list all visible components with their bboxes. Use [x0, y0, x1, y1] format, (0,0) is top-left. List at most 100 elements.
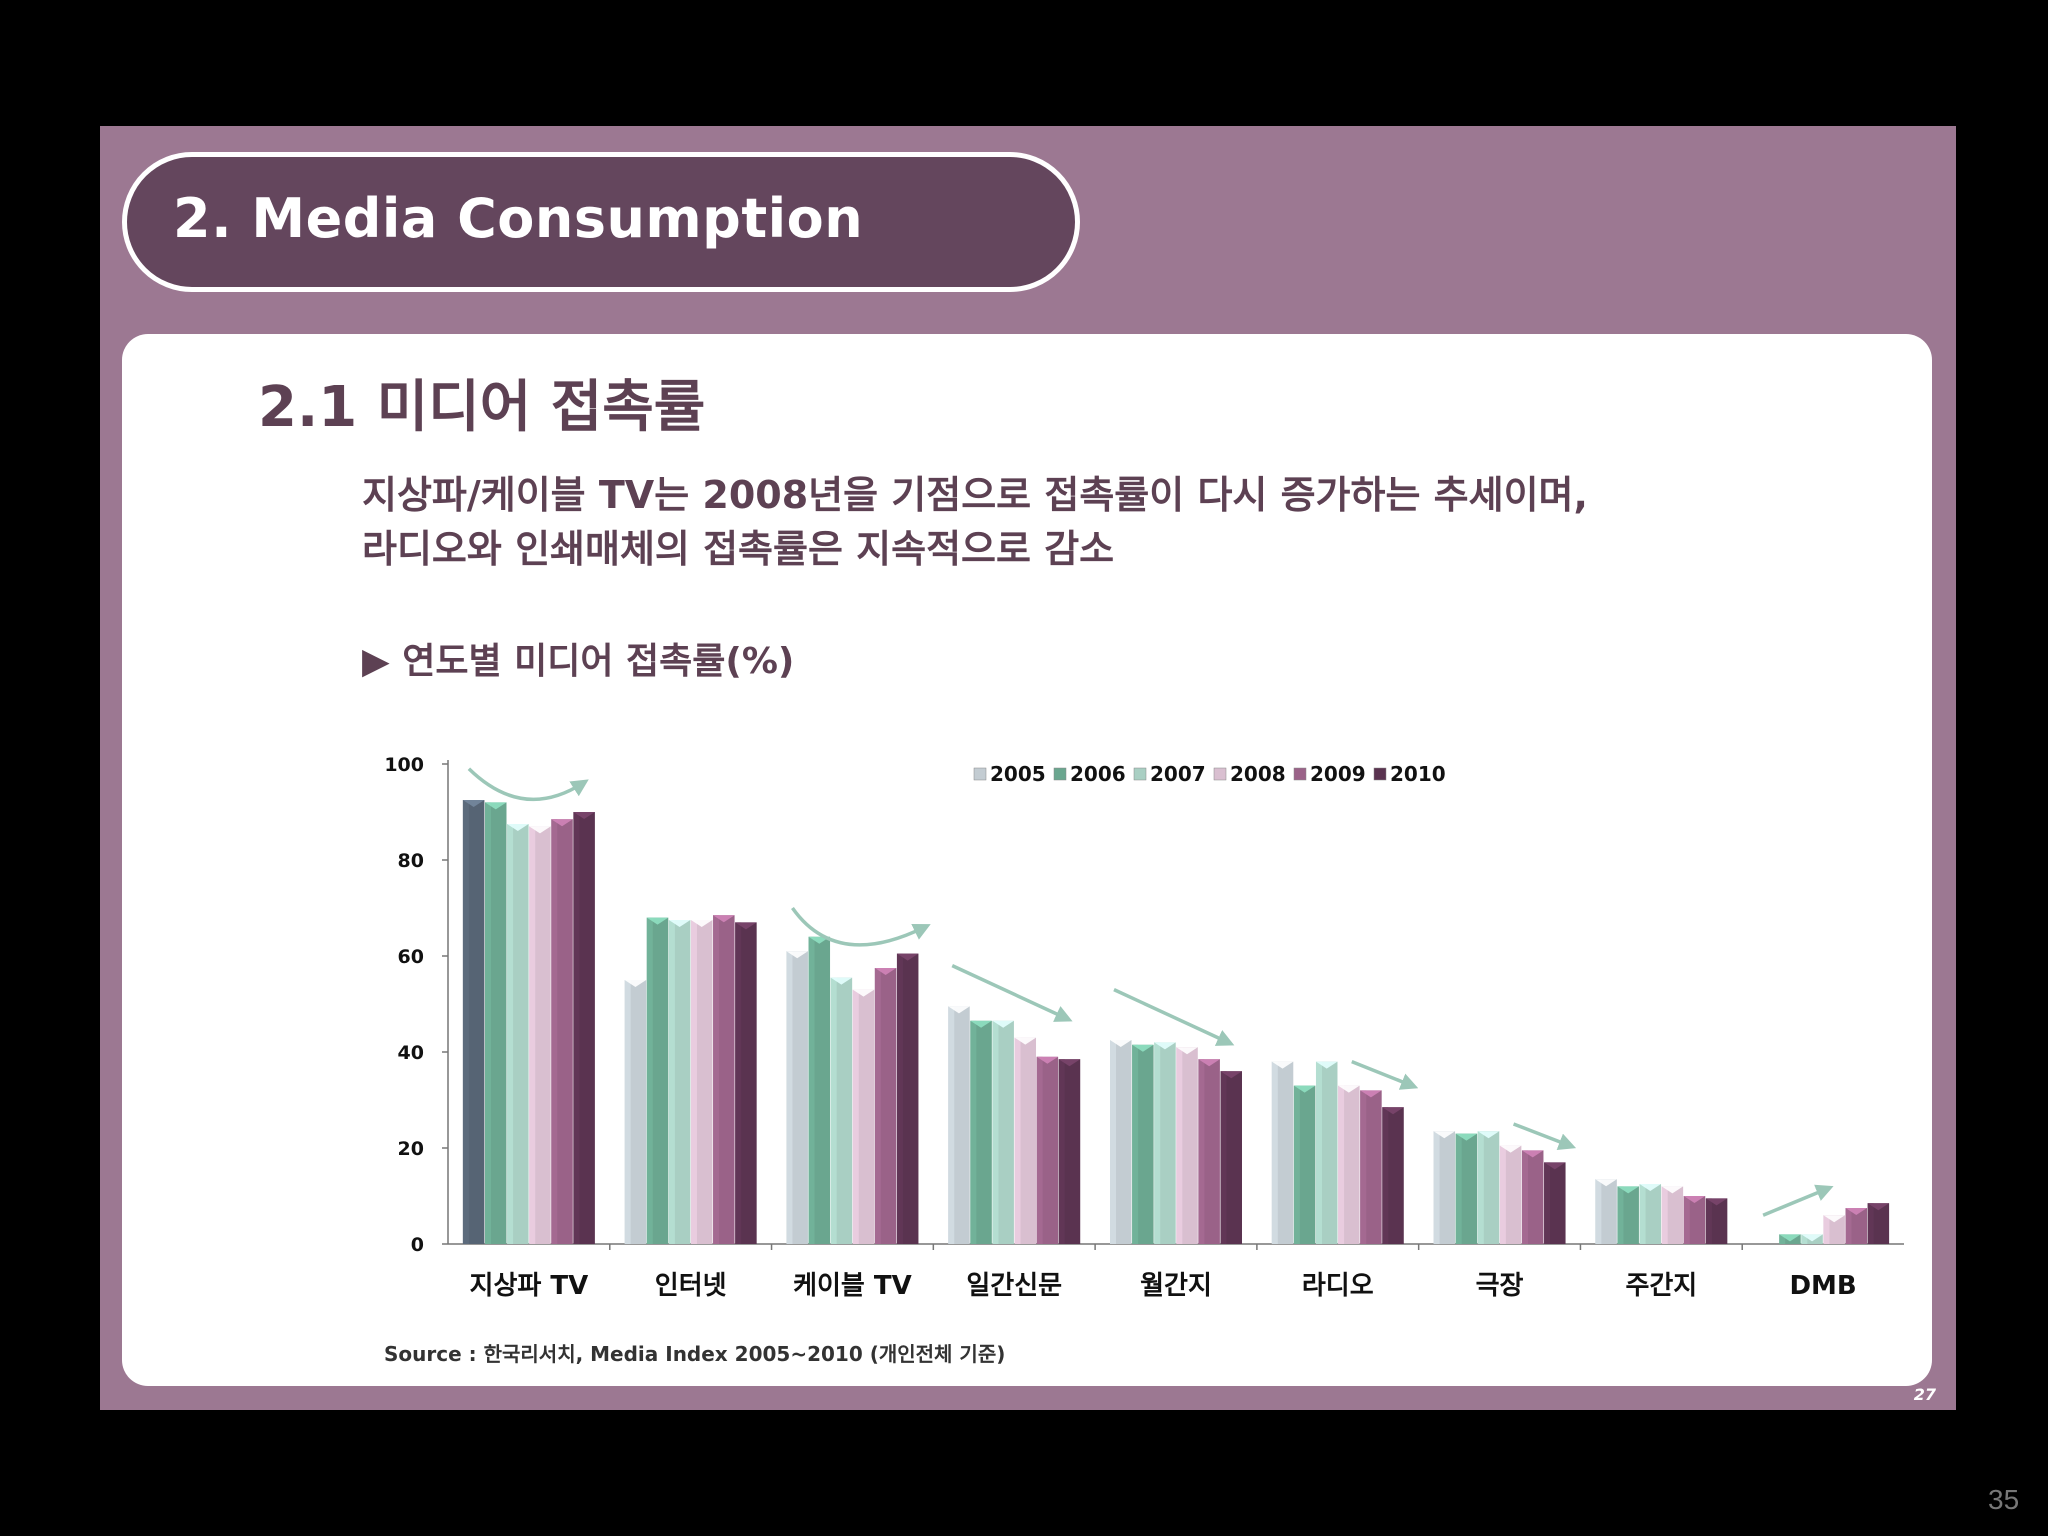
bar-highlight: [1176, 1047, 1183, 1244]
bar-highlight: [1499, 1145, 1506, 1244]
bar-cap: [1544, 1162, 1566, 1170]
bar-highlight: [484, 802, 492, 1244]
bar-highlight: [786, 951, 793, 1244]
bar-cap: [1176, 1047, 1198, 1055]
bar-highlight: [1198, 1059, 1205, 1244]
bar-highlight: [874, 968, 881, 1244]
bar-highlight: [1801, 1234, 1808, 1244]
bar-cap: [1110, 1040, 1132, 1047]
category-label: 지상파 TV: [470, 1271, 589, 1301]
y-tick-label: 80: [398, 850, 424, 872]
bar-cap: [852, 989, 875, 997]
description: 지상파/케이블 TV는 2008년을 기점으로 접촉률이 다시 증가하는 추세이…: [362, 468, 1588, 576]
y-tick-label: 60: [398, 946, 424, 968]
category-label: 일간신문: [966, 1271, 1062, 1301]
legend-label: 2006: [1070, 762, 1126, 786]
bar-highlight: [668, 920, 675, 1244]
bar-cap: [1360, 1090, 1382, 1098]
bar-cap: [1477, 1131, 1500, 1139]
bar-highlight: [1661, 1186, 1668, 1244]
bar-highlight: [551, 819, 558, 1244]
bar-highlight: [1154, 1042, 1161, 1244]
bar-cap: [1801, 1234, 1823, 1242]
trend-arrow: [1512, 1122, 1577, 1150]
bar-highlight: [1544, 1162, 1551, 1244]
bar-cap: [529, 826, 551, 834]
bar-cap: [1705, 1198, 1728, 1206]
bar-cap: [1617, 1186, 1639, 1194]
bar-highlight: [735, 922, 742, 1244]
bar-cap: [1154, 1042, 1176, 1050]
bar-highlight: [529, 826, 536, 1244]
bar-cap: [992, 1020, 1014, 1028]
category-label: 월간지: [1140, 1271, 1212, 1301]
y-tick-label: 20: [398, 1138, 424, 1160]
source-note: Source : 한국리서치, Media Index 2005~2010 (개…: [384, 1342, 1006, 1366]
y-tick-label: 40: [398, 1042, 424, 1064]
bar-highlight: [852, 989, 859, 1244]
bar-cap: [1661, 1186, 1684, 1194]
slide: 2. Media Consumption 2.1 미디어 접촉률 지상파/케이블…: [100, 126, 1956, 1410]
bar-highlight: [1823, 1215, 1830, 1244]
bar-cap: [1382, 1107, 1404, 1115]
trend-arrow: [791, 906, 931, 947]
bar-cap: [1220, 1071, 1242, 1079]
bar-highlight: [1338, 1085, 1345, 1244]
bar-cap: [507, 824, 529, 831]
bar-highlight: [1705, 1198, 1712, 1244]
title-banner: 2. Media Consumption: [122, 152, 1080, 292]
bar-highlight: [1382, 1107, 1389, 1244]
legend-swatch: [1053, 767, 1067, 781]
bar-cap: [1595, 1179, 1617, 1187]
section-heading: 2.1 미디어 접촉률: [258, 375, 706, 440]
bar-highlight: [573, 812, 580, 1244]
bar-highlight: [1867, 1203, 1874, 1244]
bar-highlight: [1110, 1040, 1117, 1244]
bar-cap: [1683, 1196, 1706, 1203]
bar-cap: [1132, 1044, 1154, 1052]
bar-cap: [573, 812, 595, 819]
slide-number: 27: [1913, 1385, 1936, 1404]
bar-highlight: [462, 800, 469, 1244]
bar-cap: [1058, 1059, 1081, 1067]
bar-highlight: [1521, 1150, 1528, 1244]
bar-cap: [484, 802, 507, 810]
legend-swatch: [1133, 767, 1147, 781]
bar-highlight: [1036, 1056, 1043, 1244]
trend-arrow: [1351, 1059, 1419, 1090]
legend-label: 2005: [990, 762, 1046, 786]
bar-highlight: [507, 824, 514, 1244]
slide-title: 2. Media Consumption: [173, 187, 864, 250]
trend-arrow: [1762, 1184, 1834, 1217]
bar-cap: [874, 968, 897, 975]
bar-cap: [1338, 1085, 1360, 1093]
bar-cap: [735, 922, 757, 930]
bar-cap: [713, 915, 735, 923]
bar-highlight: [830, 977, 837, 1244]
legend-swatch: [1213, 767, 1227, 781]
bar-cap: [1433, 1131, 1456, 1139]
bar-highlight: [1271, 1061, 1278, 1244]
bar-highlight: [992, 1020, 999, 1244]
legend-swatch: [1293, 767, 1307, 781]
category-label: DMB: [1789, 1271, 1856, 1301]
bar-cap: [1293, 1085, 1316, 1093]
trend-arrow: [467, 767, 589, 802]
bar-cap: [1455, 1133, 1478, 1141]
chart-caption: ▶ 연도별 미디어 접촉률(%): [362, 641, 795, 682]
bar-highlight: [1477, 1131, 1484, 1244]
bar-highlight: [970, 1020, 977, 1244]
trend-arrow: [951, 964, 1073, 1022]
bar-cap: [624, 980, 647, 987]
bar-highlight: [690, 920, 697, 1244]
category-label: 주간지: [1625, 1271, 1697, 1301]
legend-label: 2008: [1230, 762, 1286, 786]
bar-cap: [1271, 1061, 1294, 1069]
bar-highlight: [1014, 1037, 1021, 1244]
bar-cap: [1198, 1059, 1220, 1067]
bar-cap: [948, 1006, 970, 1014]
bar-highlight: [624, 980, 631, 1244]
bar-cap: [690, 920, 713, 927]
page-number: 35: [1988, 1484, 2020, 1515]
bar-highlight: [1779, 1234, 1786, 1244]
